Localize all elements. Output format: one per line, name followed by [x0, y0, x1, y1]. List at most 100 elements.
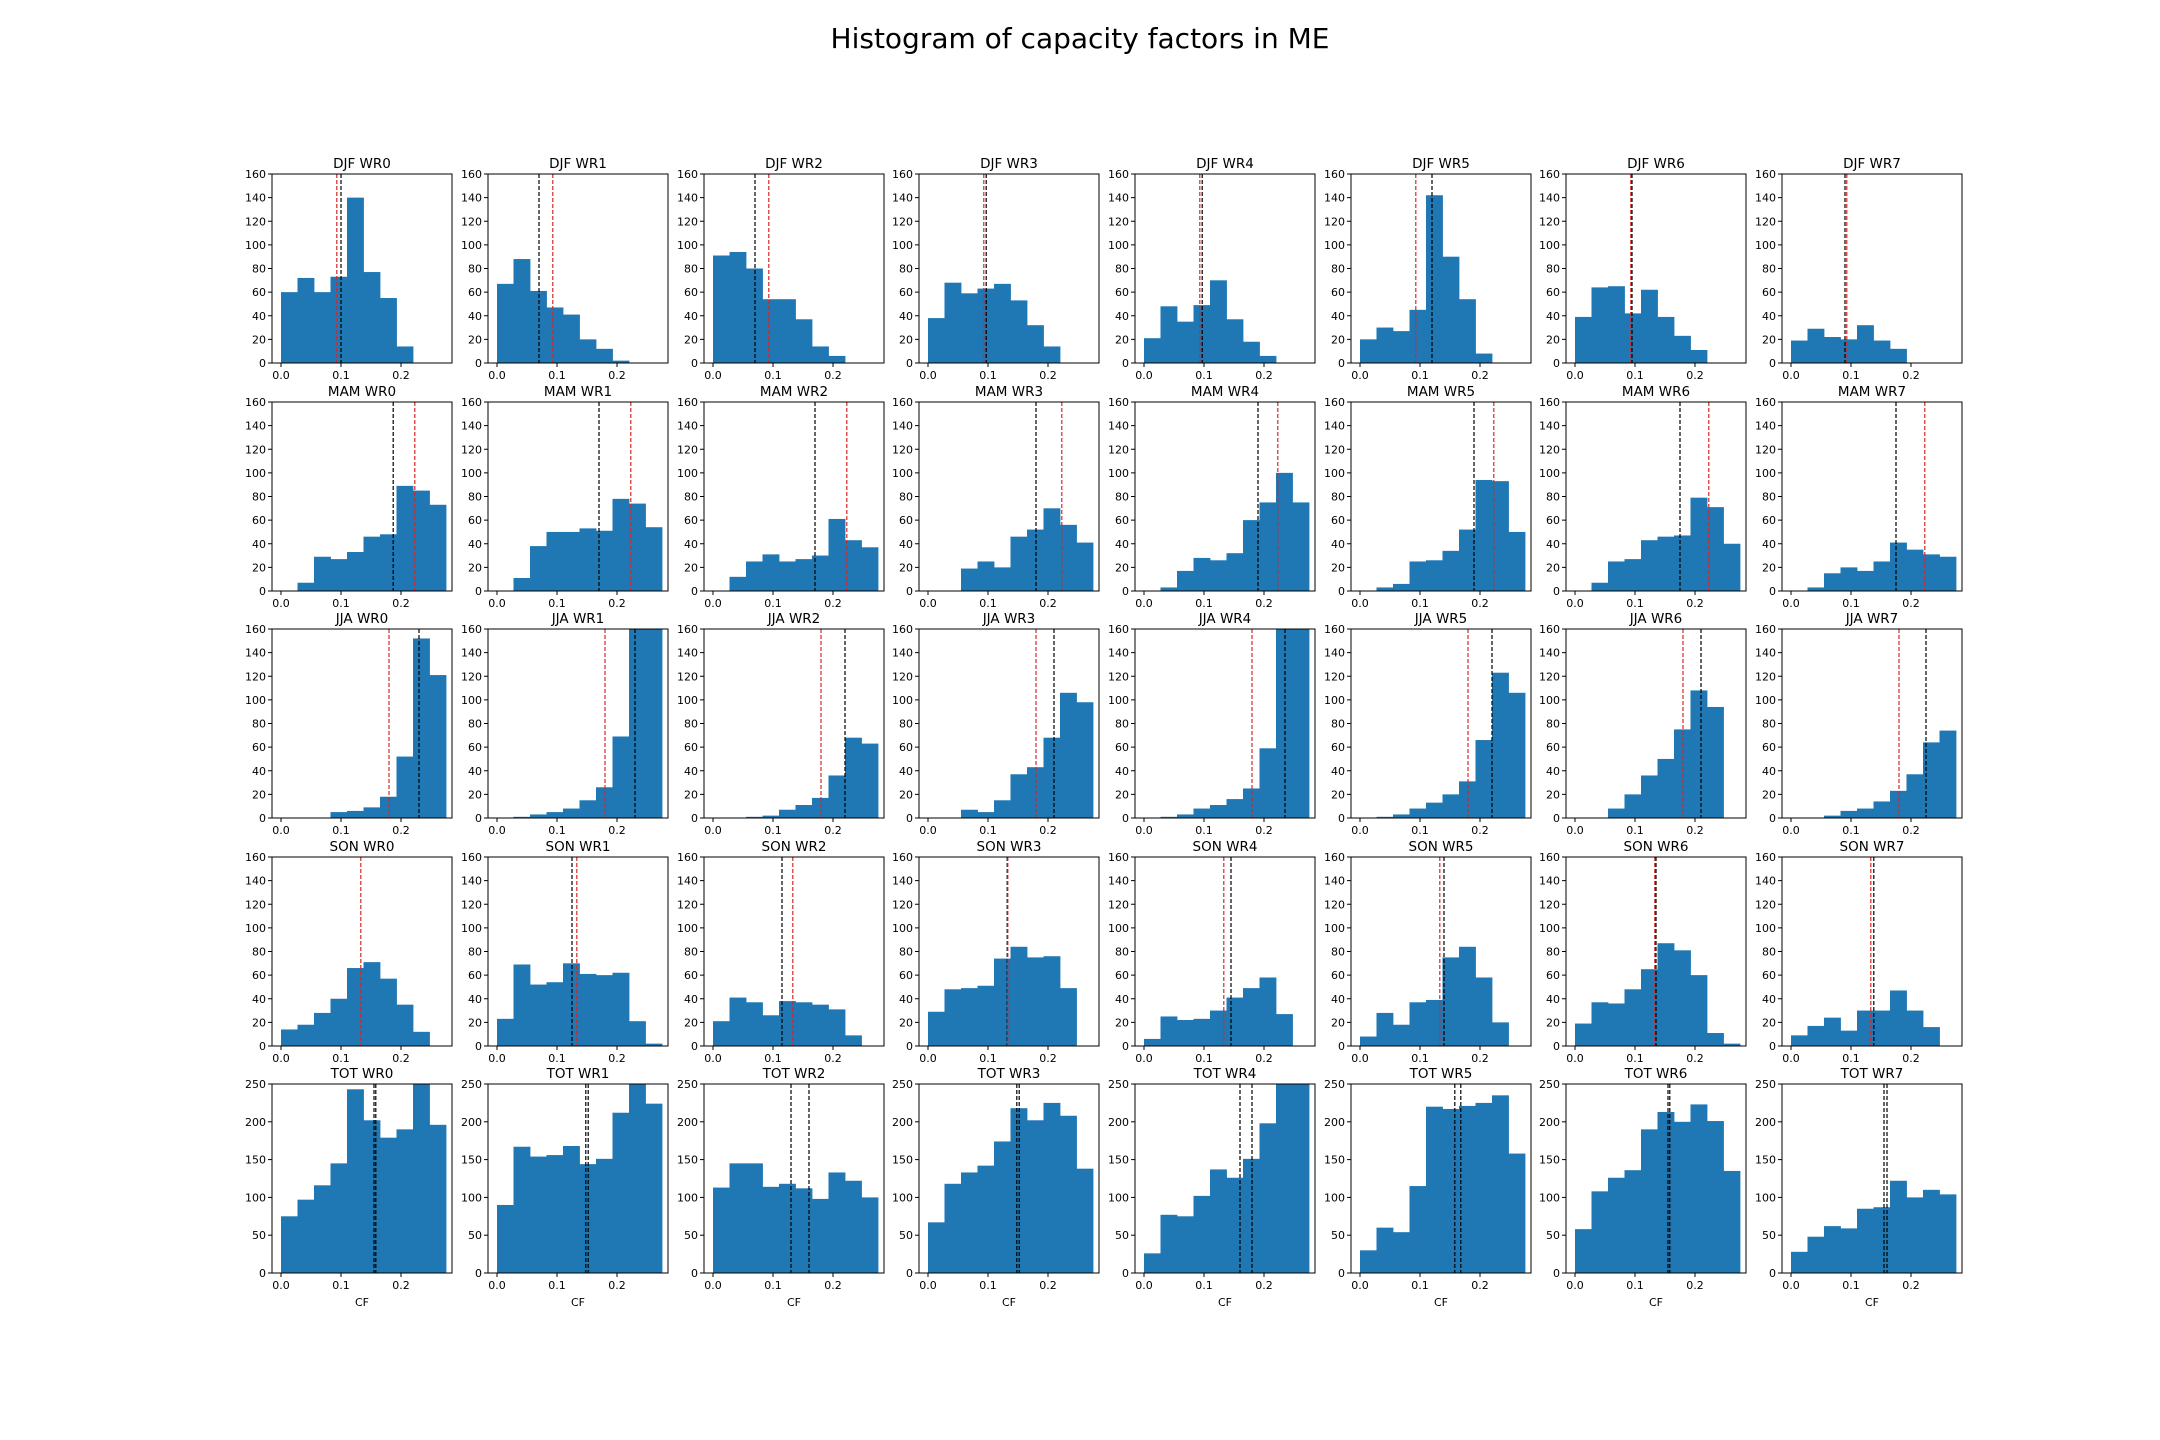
- histogram-bar: [1144, 1253, 1161, 1273]
- subplot-title: SON WR3: [977, 839, 1042, 855]
- histogram-bar: [1873, 1010, 1891, 1046]
- y-tick-label: 140: [1539, 192, 1560, 205]
- histogram-bar: [1508, 531, 1526, 591]
- histogram-bar: [314, 1185, 331, 1273]
- y-tick-label: 160: [1755, 851, 1776, 864]
- y-tick-label: 60: [1331, 969, 1345, 982]
- y-tick-label: 60: [899, 969, 913, 982]
- x-tick-label: 0.1: [332, 1279, 350, 1292]
- y-tick-label: 100: [461, 694, 482, 707]
- y-tick-label: 20: [1546, 1016, 1560, 1029]
- histogram-bar: [1360, 339, 1377, 363]
- y-tick-label: 60: [684, 286, 698, 299]
- histogram-bar: [396, 346, 414, 363]
- histogram-bar: [363, 807, 381, 818]
- y-tick-label: 20: [684, 1016, 698, 1029]
- subplot-title: DJF WR1: [549, 156, 607, 172]
- x-tick-label: 0.2: [1039, 1052, 1057, 1065]
- y-tick-label: 100: [461, 467, 482, 480]
- histogram-bar: [612, 360, 630, 363]
- y-tick-label: 120: [245, 898, 266, 911]
- histogram-bar: [1840, 567, 1858, 591]
- histogram-bar: [1043, 737, 1061, 818]
- y-tick-label: 80: [1762, 718, 1776, 731]
- x-tick-label: 0.2: [1255, 1279, 1273, 1292]
- y-tick-label: 120: [677, 898, 698, 911]
- y-tick-label: 40: [252, 993, 266, 1006]
- y-tick-label: 80: [1115, 491, 1129, 504]
- y-tick-label: 120: [245, 215, 266, 228]
- y-tick-label: 100: [677, 694, 698, 707]
- y-tick-label: 160: [461, 168, 482, 181]
- histogram-bar: [1657, 1111, 1675, 1273]
- x-tick-label: 0.2: [824, 1279, 842, 1292]
- histogram-bar: [596, 348, 613, 363]
- y-tick-label: 80: [1115, 263, 1129, 276]
- x-tick-label: 0.1: [979, 1279, 997, 1292]
- subplot-tot-wr4: TOT WR4 0 50 100 150 200 250 0.0 0.1 0.2 CF: [1108, 1066, 1316, 1309]
- histogram-bar: [1376, 1227, 1394, 1273]
- subplot-djf-wr3: DJF WR3 0 20 40 60 80 100 120 140 160 0.0 0.1 0.2: [892, 156, 1100, 382]
- y-tick-label: 120: [677, 670, 698, 683]
- y-tick-label: 160: [677, 168, 698, 181]
- y-tick-label: 160: [1108, 168, 1129, 181]
- y-tick-label: 40: [1546, 765, 1560, 778]
- histogram-bar: [1807, 587, 1825, 591]
- y-tick-label: 160: [1539, 623, 1560, 636]
- x-tick-label: 0.0: [272, 1052, 290, 1065]
- y-tick-label: 100: [245, 1191, 266, 1204]
- histogram-bar: [1674, 335, 1691, 363]
- histogram-bars: [746, 737, 879, 818]
- x-tick-label: 0.0: [1351, 1052, 1369, 1065]
- histogram-bars: [1791, 990, 1940, 1046]
- histogram-bar: [1376, 816, 1394, 818]
- y-tick-label: 160: [1108, 396, 1129, 409]
- subplot-title: MAM WR0: [328, 384, 396, 400]
- x-axis-label: CF: [1002, 1296, 1016, 1309]
- histogram-bar: [812, 1004, 829, 1046]
- histogram-bar: [994, 1141, 1011, 1273]
- y-tick-label: 100: [1755, 694, 1776, 707]
- y-tick-label: 60: [684, 514, 698, 527]
- y-tick-label: 140: [245, 875, 266, 888]
- subplot-djf-wr5: DJF WR5 0 20 40 60 80 100 120 140 160 0.0 0.1 0.2: [1324, 156, 1532, 382]
- y-tick-label: 60: [684, 741, 698, 754]
- histogram-bar: [363, 272, 381, 363]
- histogram-bar: [1193, 1018, 1211, 1046]
- histogram-bars: [928, 282, 1061, 363]
- y-tick-label: 160: [1108, 851, 1129, 864]
- histogram-bar: [513, 816, 531, 818]
- y-tick-label: 160: [1324, 851, 1345, 864]
- y-tick-label: 0: [259, 1267, 266, 1280]
- y-tick-label: 250: [461, 1078, 482, 1091]
- x-tick-label: 0.1: [1195, 597, 1213, 610]
- histogram-bar: [1608, 1003, 1625, 1046]
- y-tick-label: 140: [1324, 192, 1345, 205]
- histogram-bar: [1160, 1214, 1178, 1273]
- y-tick-label: 0: [906, 357, 913, 370]
- histogram-bar: [1259, 502, 1277, 591]
- histogram-bars: [1360, 946, 1509, 1046]
- histogram-bar: [1707, 1033, 1724, 1046]
- histogram-bar: [1475, 740, 1493, 818]
- x-tick-label: 0.1: [1195, 824, 1213, 837]
- x-tick-label: 0.0: [704, 369, 722, 382]
- histogram-bar: [779, 561, 796, 591]
- subplot-jja-wr7: JJA WR7 0 20 40 60 80 100 120 140 160 0.0 0.1 0.2: [1755, 611, 1963, 837]
- histogram-bar: [1641, 1129, 1658, 1273]
- y-tick-label: 80: [1546, 718, 1560, 731]
- histogram-bar: [1824, 337, 1841, 363]
- y-tick-label: 60: [252, 514, 266, 527]
- subplot-son-wr1: SON WR1 0 20 40 60 80 100 120 140 160 0.0 0.1 0.2: [461, 839, 669, 1065]
- y-tick-label: 20: [252, 333, 266, 346]
- histogram-bar: [380, 796, 397, 818]
- histogram-bar: [1259, 977, 1277, 1046]
- y-tick-label: 20: [1331, 333, 1345, 346]
- y-tick-label: 120: [677, 215, 698, 228]
- histogram-bar: [1276, 1014, 1293, 1046]
- y-tick-label: 0: [475, 1040, 482, 1053]
- histogram-bar: [1177, 321, 1194, 363]
- y-tick-label: 140: [677, 875, 698, 888]
- y-tick-label: 20: [1331, 788, 1345, 801]
- histogram-bar: [1475, 353, 1493, 363]
